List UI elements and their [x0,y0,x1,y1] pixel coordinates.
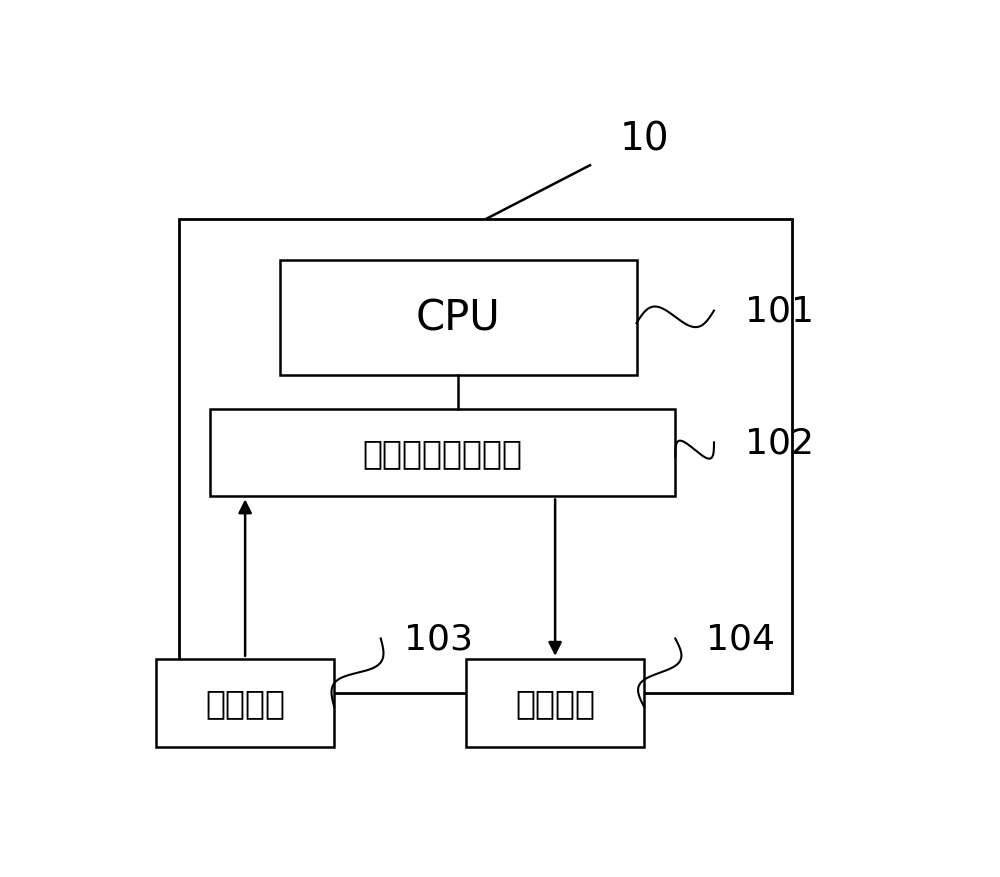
Text: 数据包传输加速器: 数据包传输加速器 [363,437,523,469]
Bar [210,409,675,497]
Text: CPU: CPU [416,297,501,339]
Text: 104: 104 [706,622,775,656]
Bar [179,220,792,693]
Text: 101: 101 [745,294,814,328]
Bar [280,260,637,375]
Text: 10: 10 [619,120,669,158]
Text: 发送设备: 发送设备 [205,687,285,719]
Bar [466,659,644,747]
Text: 102: 102 [745,426,814,460]
Text: 103: 103 [404,622,473,656]
Bar [156,659,334,747]
Text: 接收设备: 接收设备 [515,687,595,719]
